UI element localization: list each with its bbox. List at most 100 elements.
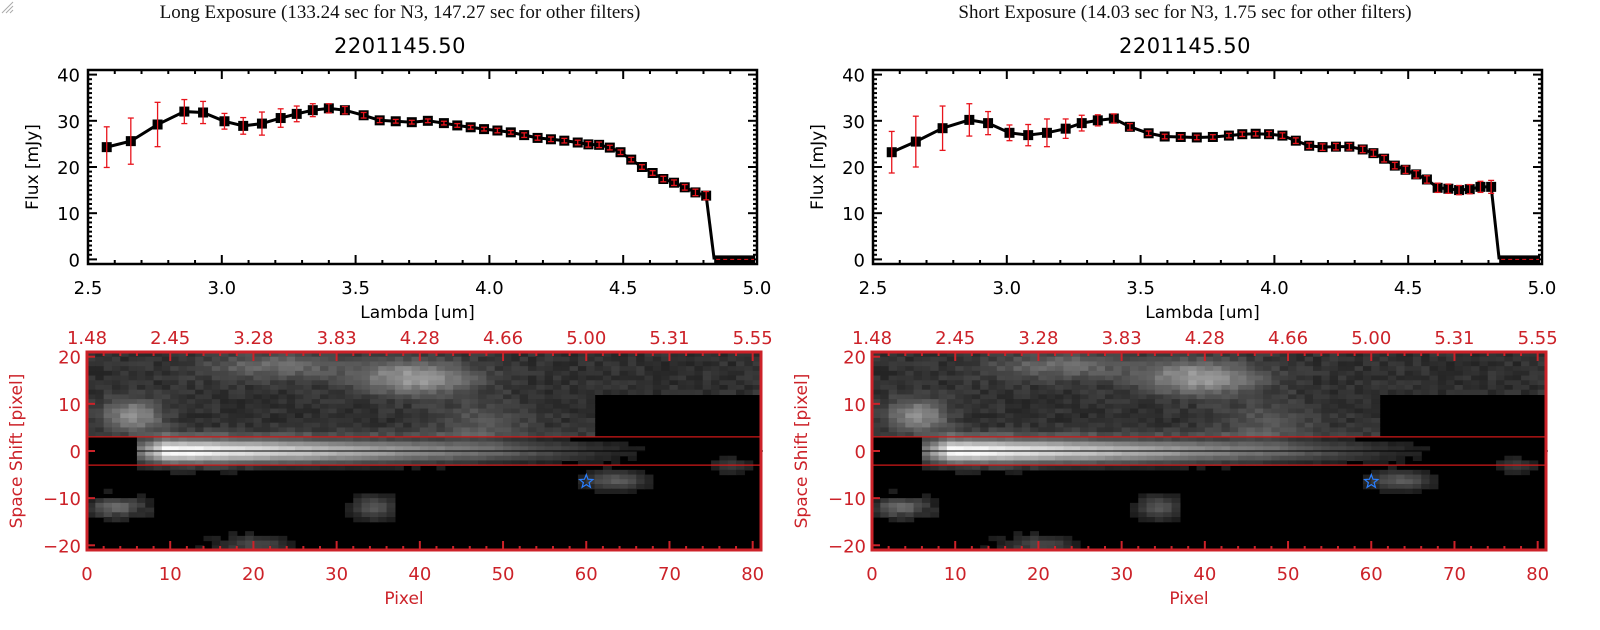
image-pixel (369, 389, 379, 396)
image-pixel (744, 356, 754, 363)
image-pixel (344, 375, 354, 381)
image-pixel (461, 385, 471, 391)
image-pixel (905, 422, 915, 429)
image-pixel (1387, 375, 1397, 381)
image-pixel (111, 356, 121, 363)
image-pixel (436, 465, 446, 471)
image-pixel (1146, 502, 1156, 509)
image-pixel (872, 366, 881, 372)
image-pixel (1055, 441, 1064, 447)
image-pixel (1429, 389, 1439, 396)
image-pixel (636, 356, 646, 363)
image-pixel (686, 370, 696, 377)
image-pixel (261, 422, 271, 429)
image-pixel (1104, 385, 1114, 391)
image-pixel (261, 399, 271, 405)
image-pixel (95, 389, 105, 396)
resize-grip-icon[interactable] (0, 0, 14, 14)
image-pixel (511, 389, 521, 396)
image-pixel (1254, 389, 1264, 396)
image-pixel (1221, 408, 1231, 414)
image-pixel (1121, 455, 1131, 462)
image-pixel (1421, 474, 1431, 480)
image-pixel (528, 460, 537, 466)
image-pixel (378, 422, 388, 429)
image-pixel (336, 361, 346, 367)
image-pixel (1238, 436, 1248, 443)
image-pixel (361, 413, 371, 419)
image-pixel (913, 512, 923, 518)
image-pixel (896, 427, 906, 433)
image-pixel (1154, 422, 1164, 429)
image-pixel (286, 545, 296, 551)
image-pixel (528, 380, 537, 386)
image-pixel (286, 460, 296, 466)
image-pixel (694, 375, 704, 381)
image-pixel (988, 370, 998, 377)
image-pixel (1021, 451, 1031, 457)
image-pixel (295, 422, 304, 429)
image-pixel (1221, 446, 1231, 452)
image-pixel (955, 436, 965, 443)
image-pixel (261, 451, 271, 457)
image-pixel (644, 474, 654, 480)
image-pixel (1313, 451, 1322, 457)
image-pixel (528, 370, 537, 377)
image-pixel (1005, 408, 1015, 414)
image-pixel (636, 479, 646, 485)
image-pixel (303, 427, 313, 433)
image-pixel (328, 451, 338, 457)
image-pixel (930, 361, 940, 367)
image-pixel (253, 540, 263, 546)
image-pixel (1038, 413, 1048, 419)
image-pixel (1138, 455, 1148, 462)
image-pixel (478, 408, 488, 414)
image-pixel (278, 366, 288, 372)
image-pixel (1229, 451, 1239, 457)
image-pixel (136, 370, 146, 377)
image-pixel (103, 394, 113, 400)
image-pixel (436, 380, 446, 386)
image-pixel (1437, 356, 1447, 363)
image-pixel (1471, 375, 1481, 381)
image-pixel (286, 385, 296, 391)
image-pixel (1229, 441, 1239, 447)
image-pixel (880, 432, 890, 438)
image-pixel (486, 455, 496, 462)
image-pixel (278, 352, 288, 358)
image-pixel (386, 413, 396, 419)
image-pixel (1088, 385, 1098, 391)
image-pixel (577, 446, 587, 452)
image-pixel (1096, 460, 1106, 466)
image-pixel (1496, 366, 1505, 372)
image-pixel (1337, 413, 1347, 419)
image-pixel (1038, 460, 1048, 466)
image-pixel (253, 451, 263, 457)
image-pixel (1487, 370, 1497, 377)
image-pixel (278, 380, 288, 386)
image-pixel (1154, 460, 1164, 466)
image-pixel (905, 507, 915, 513)
image-pixel (702, 380, 712, 386)
image-pixel (905, 389, 915, 396)
image-pixel (528, 455, 537, 462)
image-pixel (120, 422, 130, 429)
image-pixel (1063, 418, 1073, 424)
image-pixel (1013, 465, 1023, 471)
image-pixel (544, 460, 554, 466)
image-pixel (145, 465, 155, 471)
image-pixel (1263, 356, 1273, 363)
image-pixel (955, 427, 965, 433)
image-pixel (419, 418, 429, 424)
image-pixel (1096, 399, 1106, 405)
image-pixel (1063, 408, 1073, 414)
image-pixel (561, 403, 571, 410)
image-pixel (245, 375, 255, 381)
image-pixel (636, 469, 646, 476)
image-pixel (921, 399, 931, 405)
image-pixel (602, 389, 612, 396)
image-pixel (938, 465, 948, 471)
image-pixel (1288, 403, 1297, 410)
image-pixel (186, 366, 196, 372)
image-pixel (1329, 427, 1339, 433)
